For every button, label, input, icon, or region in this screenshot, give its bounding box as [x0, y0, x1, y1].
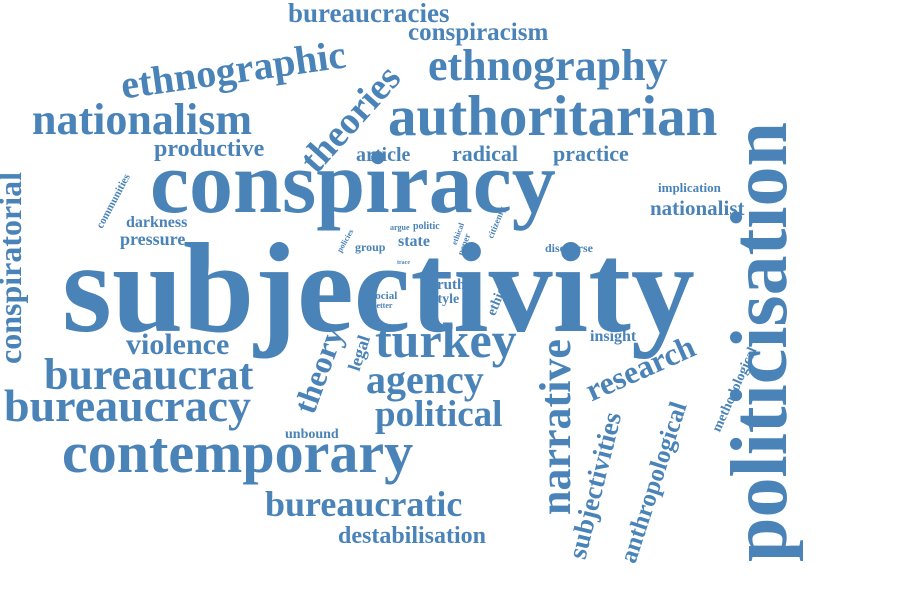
word-ethnography: ethnography [428, 41, 668, 90]
word-trace: trace [397, 260, 410, 266]
word-narrative: narrative [530, 339, 580, 515]
word-authoritarian: authoritarian [388, 85, 718, 148]
word-politicisation: politicisation [716, 121, 805, 563]
word-darkness: darkness [126, 214, 188, 231]
word-politic: politic [413, 221, 440, 232]
word-conspiracism: conspiracism [408, 19, 549, 46]
word-social: social [371, 290, 398, 302]
word-contemporary: contemporary [62, 420, 414, 485]
word-implication: implication [658, 180, 721, 195]
word-conspiratorial: conspiratorial [0, 172, 28, 364]
word-productive: productive [154, 136, 265, 162]
word-state: state [398, 233, 430, 250]
word-argue: argue [390, 223, 410, 232]
word-agency: agency [366, 357, 484, 402]
word-destabilisation: destabilisation [338, 523, 487, 549]
word-group: group [355, 240, 386, 254]
word-pressure: pressure [120, 229, 186, 249]
word-anthropological: anthropological [615, 398, 693, 567]
word-subjectivity: subjectivity [62, 217, 695, 359]
word-insight: insight [590, 328, 637, 345]
word-unbound: unbound [285, 427, 339, 442]
word-political: political [375, 394, 503, 435]
word-turkey: turkey [375, 312, 517, 368]
word-bureaucracies: bureaucracies [288, 0, 450, 28]
word-radical: radical [452, 141, 518, 166]
word-truth: truth [432, 277, 466, 293]
word-bureaucratic: bureaucratic [265, 484, 463, 524]
word-article: article [356, 144, 411, 166]
word-bureaucracy: bureaucracy [4, 380, 252, 431]
word-practice: practice [553, 141, 629, 166]
word-violence: violence [126, 328, 230, 361]
word-nationalist: nationalist [650, 196, 745, 220]
word-nationalism: nationalism [32, 95, 253, 144]
word-bureaucrat: bureaucrat [44, 350, 254, 399]
word-conspiracy: conspiracy [150, 135, 556, 232]
word-discourse: discourse [545, 241, 593, 255]
word-better: better [372, 301, 393, 310]
word-style: style [432, 292, 460, 307]
